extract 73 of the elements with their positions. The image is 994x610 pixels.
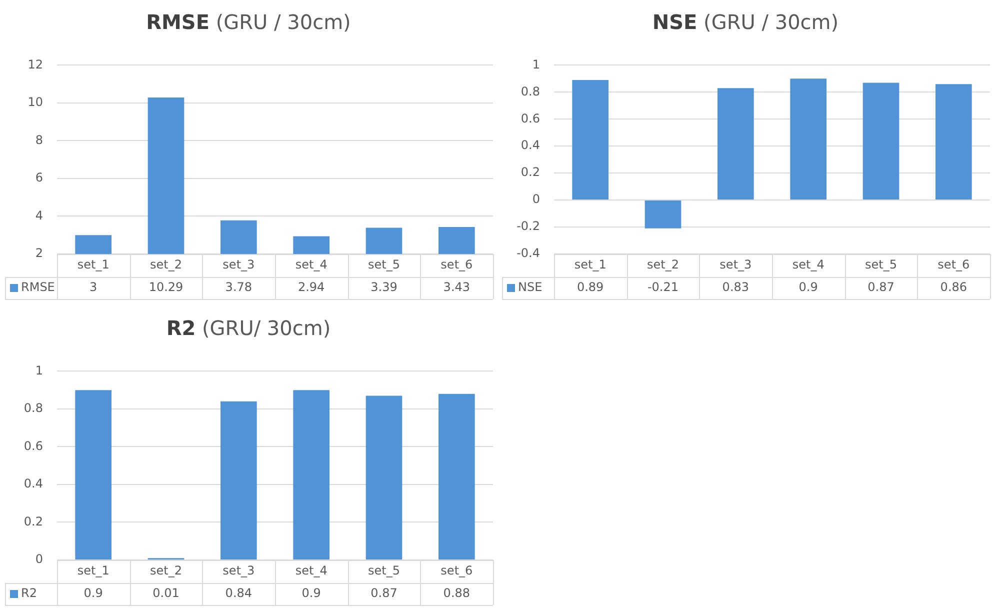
x-tick-label: set_3 [222,564,255,578]
y-tick-label: 0 [532,192,540,206]
data-label: 3.43 [443,280,470,294]
y-tick-label: 10 [28,95,43,110]
x-tick-label: set_5 [368,258,400,272]
x-tick-label: set_6 [440,564,473,578]
chart-title: NSE (GRU / 30cm) [651,9,840,36]
data-label: -0.21 [647,280,679,294]
data-label: 0.9 [302,586,321,600]
bar [438,394,475,560]
x-tick-label: set_4 [792,258,824,272]
x-tick-label: set_1 [77,258,110,272]
x-tick-label: set_5 [368,564,400,578]
bar [220,401,257,560]
bar [790,78,826,200]
y-tick-label: 0.8 [24,401,43,416]
bar [75,390,112,560]
x-tick-label: set_3 [720,258,752,272]
data-label: 3.39 [370,280,398,294]
legend-label: NSE [518,280,542,294]
y-tick-label: 8 [35,132,43,147]
y-tick-label: 0.6 [24,438,43,453]
y-tick-label: 6 [35,170,43,185]
legend-label: RMSE [21,280,55,294]
data-label: 0.87 [370,586,398,600]
bar [572,80,608,200]
data-label: 0.89 [576,280,604,294]
bar [862,82,900,200]
y-tick-label: 0.2 [24,514,43,528]
x-tick-label: set_4 [295,564,328,578]
data-label: 2.94 [298,280,325,294]
x-tick-label: set_1 [77,564,110,578]
x-tick-label: set_4 [295,258,328,272]
y-tick-label: -0.2 [516,219,540,234]
y-tick-label: 0.2 [520,165,540,180]
data-label: 10.29 [148,280,184,294]
data-label: 0.9 [84,586,103,600]
x-tick-label: set_6 [938,258,970,272]
bar [293,390,330,560]
y-tick-label: 1 [35,363,43,378]
y-tick-label: 0.4 [520,138,540,152]
y-tick-label: 1 [532,57,540,72]
y-tick-label: -0.4 [516,246,540,260]
x-tick-label: set_1 [574,258,606,272]
legend-label: R2 [21,586,37,600]
x-tick-label: set_3 [222,258,255,272]
bar [366,396,402,560]
x-tick-label: set_2 [150,564,182,578]
y-tick-label: 0.6 [520,111,540,126]
bar [936,84,972,200]
data-label: 0.86 [940,280,968,294]
data-label: 0.01 [152,586,180,600]
chart-title: RMSE (GRU / 30cm) [145,9,352,36]
x-tick-label: set_6 [440,258,473,272]
x-tick-label: set_2 [150,258,182,272]
bar [644,200,682,228]
x-tick-label: set_2 [647,258,679,272]
y-tick-label: 0 [35,552,43,566]
y-tick-label: 2 [35,246,43,260]
y-tick-label: 12 [28,57,43,72]
data-label: 0.87 [868,280,894,294]
chart-title: R2 (GRU/ 30cm) [165,315,332,342]
data-label: 3 [90,280,98,294]
y-tick-label: 4 [35,208,43,222]
bar [718,88,754,200]
y-tick-label: 0.4 [24,476,43,491]
data-label: 0.9 [798,280,818,294]
y-tick-label: 0.8 [520,84,540,98]
data-label: 0.88 [443,586,470,600]
data-label: 0.84 [225,586,252,600]
data-label: 3.78 [225,280,252,294]
x-tick-label: set_5 [865,258,897,272]
data-label: 0.83 [722,280,750,294]
